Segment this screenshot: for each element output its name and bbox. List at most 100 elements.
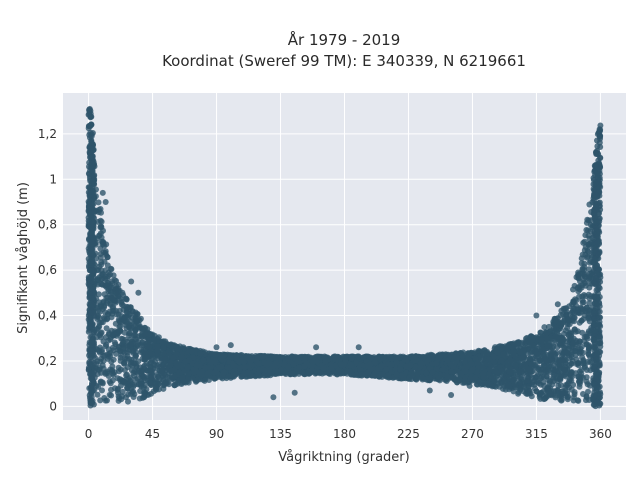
data-point bbox=[552, 367, 559, 373]
data-point bbox=[584, 254, 591, 261]
data-point bbox=[211, 375, 218, 382]
data-point bbox=[543, 329, 550, 336]
data-point bbox=[570, 394, 577, 401]
data-point bbox=[530, 342, 537, 349]
data-point bbox=[109, 294, 116, 301]
data-point bbox=[99, 387, 105, 394]
data-point bbox=[127, 336, 134, 343]
data-point bbox=[122, 314, 129, 321]
data-point bbox=[103, 325, 110, 332]
data-point bbox=[97, 302, 104, 309]
data-point bbox=[107, 349, 114, 356]
data-point bbox=[581, 312, 588, 319]
data-point bbox=[95, 267, 102, 273]
data-point bbox=[175, 363, 181, 370]
data-point bbox=[160, 345, 167, 352]
data-point bbox=[108, 266, 115, 273]
data-point bbox=[150, 388, 157, 395]
data-point bbox=[140, 347, 147, 354]
data-point bbox=[565, 393, 572, 400]
data-point bbox=[124, 352, 131, 359]
data-point bbox=[570, 340, 577, 347]
data-point bbox=[561, 372, 568, 378]
data-point bbox=[552, 353, 559, 360]
data-point bbox=[545, 392, 552, 399]
data-point bbox=[121, 367, 128, 373]
data-point bbox=[528, 361, 535, 368]
chart-title-line-1: År 1979 - 2019 bbox=[288, 30, 401, 49]
data-point bbox=[570, 299, 577, 306]
data-point bbox=[583, 219, 590, 226]
data-point bbox=[468, 360, 475, 367]
data-point bbox=[564, 349, 571, 356]
data-point bbox=[517, 379, 524, 386]
data-point bbox=[557, 382, 564, 389]
data-point bbox=[133, 349, 140, 356]
data-point bbox=[510, 349, 517, 356]
data-point bbox=[116, 324, 123, 331]
data-point bbox=[97, 251, 104, 257]
data-point bbox=[385, 372, 392, 379]
data-point bbox=[585, 275, 592, 282]
data-point bbox=[550, 349, 557, 355]
data-point bbox=[145, 339, 152, 346]
data-point bbox=[575, 397, 582, 404]
data-point bbox=[123, 372, 130, 379]
data-point bbox=[193, 362, 200, 369]
data-point bbox=[147, 374, 154, 381]
data-point bbox=[568, 360, 575, 367]
data-point bbox=[98, 329, 105, 336]
data-point bbox=[571, 309, 578, 316]
data-point bbox=[536, 391, 543, 398]
data-point bbox=[181, 345, 187, 352]
data-point bbox=[154, 347, 161, 354]
data-point bbox=[106, 378, 113, 385]
data-point bbox=[515, 390, 522, 397]
data-point bbox=[208, 350, 215, 357]
data-point bbox=[427, 376, 434, 383]
data-point bbox=[581, 292, 587, 298]
data-point bbox=[519, 339, 525, 346]
data-point bbox=[100, 240, 107, 247]
data-point bbox=[409, 372, 416, 379]
data-point bbox=[580, 276, 587, 283]
data-point bbox=[520, 353, 527, 360]
data-point bbox=[490, 353, 497, 360]
data-point bbox=[584, 381, 591, 388]
data-point bbox=[358, 371, 365, 378]
data-point bbox=[571, 314, 577, 321]
data-point bbox=[146, 331, 153, 338]
data-point bbox=[121, 379, 128, 386]
data-point bbox=[575, 373, 582, 380]
data-point bbox=[97, 245, 104, 252]
data-point bbox=[108, 358, 115, 365]
data-point bbox=[525, 383, 532, 390]
data-point bbox=[585, 388, 591, 395]
data-points bbox=[85, 106, 604, 410]
data-point bbox=[558, 342, 565, 349]
data-point bbox=[557, 312, 564, 319]
data-point bbox=[579, 349, 586, 356]
data-point bbox=[490, 373, 497, 380]
data-point bbox=[168, 374, 175, 381]
data-point bbox=[498, 357, 505, 364]
data-point bbox=[259, 353, 266, 360]
data-point bbox=[113, 290, 120, 297]
data-point bbox=[178, 354, 185, 361]
data-point bbox=[540, 352, 547, 359]
data-point bbox=[278, 367, 285, 374]
data-point bbox=[585, 227, 591, 234]
data-point bbox=[225, 373, 232, 380]
data-point bbox=[578, 317, 585, 324]
data-point bbox=[162, 338, 169, 345]
data-point bbox=[106, 308, 113, 315]
data-point bbox=[156, 376, 163, 383]
data-point bbox=[556, 336, 563, 343]
data-point bbox=[130, 332, 137, 339]
data-point bbox=[133, 318, 140, 325]
data-point bbox=[412, 363, 419, 370]
data-point bbox=[561, 316, 568, 323]
data-point bbox=[101, 395, 108, 401]
data-point bbox=[581, 308, 588, 314]
data-point bbox=[220, 369, 227, 376]
